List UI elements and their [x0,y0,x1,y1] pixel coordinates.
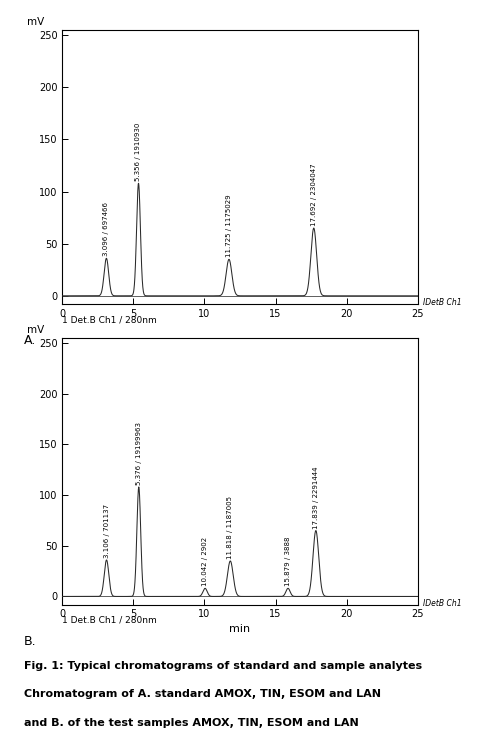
Text: 17.839 / 2291444: 17.839 / 2291444 [313,466,319,529]
Text: 15.879 / 3888: 15.879 / 3888 [285,537,291,587]
Text: 11.818 / 1187005: 11.818 / 1187005 [228,496,233,559]
Text: 1 Det.B Ch1 / 280nm: 1 Det.B Ch1 / 280nm [62,315,157,324]
Text: Chromatogram of A. standard AMOX, TIN, ESOM and LAN: Chromatogram of A. standard AMOX, TIN, E… [24,689,381,699]
Text: IDetB Ch1: IDetB Ch1 [423,599,462,608]
Text: 3.106 / 701137: 3.106 / 701137 [104,504,109,558]
Text: mV: mV [27,325,44,335]
Text: 11.725 / 1175029: 11.725 / 1175029 [226,195,232,258]
Text: mV: mV [27,17,44,27]
X-axis label: min: min [229,623,251,634]
Text: A.: A. [24,334,36,347]
Text: 5.356 / 1910930: 5.356 / 1910930 [135,123,142,181]
Text: 3.096 / 697466: 3.096 / 697466 [103,202,109,256]
Text: B.: B. [24,635,36,647]
Text: 5.376 / 19199963: 5.376 / 19199963 [136,422,142,485]
Text: 1 Det.B Ch1 / 280nm: 1 Det.B Ch1 / 280nm [62,616,157,625]
Text: IDetB Ch1: IDetB Ch1 [423,298,462,307]
Text: and B. of the test samples AMOX, TIN, ESOM and LAN: and B. of the test samples AMOX, TIN, ES… [24,718,359,728]
Text: 10.042 / 2902: 10.042 / 2902 [202,537,208,587]
Text: Fig. 1: Typical chromatograms of standard and sample analytes: Fig. 1: Typical chromatograms of standar… [24,661,422,671]
Text: 17.692 / 2304047: 17.692 / 2304047 [311,164,317,226]
